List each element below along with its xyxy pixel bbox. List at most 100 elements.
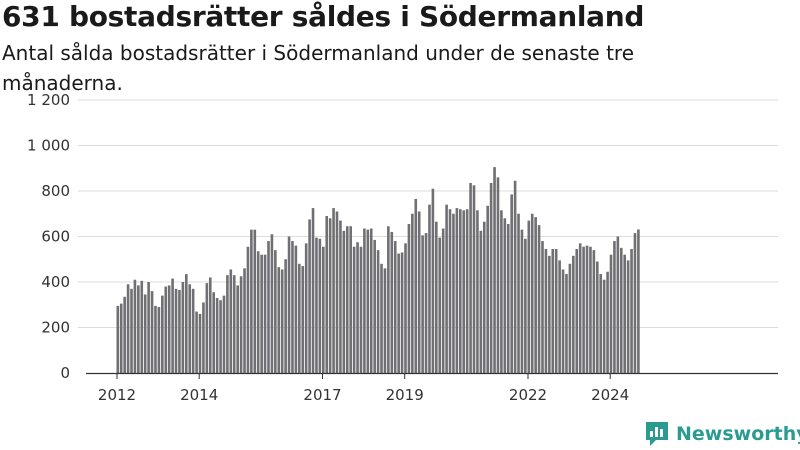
bar [195, 311, 198, 373]
x-tick-label: 2017 [303, 386, 341, 404]
bar [404, 243, 407, 373]
bar [174, 288, 178, 373]
y-tick-label: 1 200 [27, 91, 70, 109]
bar [380, 263, 383, 373]
bar [208, 277, 212, 373]
bar [274, 250, 277, 373]
bar [510, 194, 513, 373]
bar [582, 246, 585, 373]
bar [335, 211, 339, 373]
bar [277, 267, 281, 373]
bar [339, 220, 342, 373]
bar [304, 243, 308, 373]
bar [575, 249, 579, 373]
bar [322, 246, 325, 373]
bar [250, 229, 253, 373]
bar [637, 229, 640, 373]
bar [441, 228, 445, 373]
bar [133, 279, 137, 373]
bar [500, 210, 503, 373]
bar [298, 263, 301, 373]
bar [606, 271, 609, 373]
bar [428, 204, 431, 373]
y-axis-ticks: 0 200 400 600 800 1 000 1 200 [27, 91, 70, 382]
bar [417, 211, 421, 373]
bar [459, 209, 462, 373]
bar [229, 269, 233, 373]
brand-name: Newsworthy [676, 423, 800, 445]
bar [345, 226, 349, 373]
bar [315, 237, 318, 373]
bar [548, 255, 551, 373]
bar [609, 254, 613, 373]
bar [287, 236, 291, 373]
bar [561, 269, 565, 373]
bar [167, 285, 171, 373]
x-tick-label: 2012 [98, 386, 136, 404]
bar [506, 223, 510, 373]
latest-value-label: 631 [633, 0, 664, 4]
bar [356, 242, 359, 373]
bar [253, 229, 257, 373]
bar [448, 209, 452, 373]
bar [318, 238, 322, 373]
bar [554, 249, 558, 373]
bar [342, 230, 346, 373]
bar [438, 237, 442, 373]
bar [181, 282, 185, 373]
bar [243, 268, 246, 373]
bar [215, 297, 219, 373]
bar [613, 241, 616, 373]
bar [119, 303, 123, 373]
bar [424, 233, 428, 373]
bar [479, 230, 483, 373]
bar [602, 279, 606, 373]
bar [188, 284, 192, 373]
bar [462, 210, 466, 373]
bar [411, 213, 414, 373]
bar [630, 249, 633, 373]
bar [246, 246, 250, 373]
bar [332, 208, 335, 373]
bar [280, 269, 284, 373]
bar [143, 294, 147, 373]
bar [393, 241, 397, 373]
bar [308, 219, 311, 373]
bar [157, 307, 161, 373]
bar [565, 274, 568, 373]
newsworthy-logo[interactable]: Newsworthy [644, 419, 800, 449]
bar [198, 313, 202, 373]
bar [585, 245, 589, 373]
bar [161, 295, 164, 373]
bar [527, 220, 531, 373]
bar [431, 188, 435, 373]
bar [212, 292, 215, 373]
bar [537, 225, 541, 374]
bar [619, 247, 623, 374]
bar [126, 284, 130, 373]
bar [219, 300, 222, 373]
newsworthy-logo-icon [646, 422, 668, 446]
bar [123, 296, 126, 373]
bar [414, 198, 418, 373]
bar [517, 213, 520, 373]
bar [476, 210, 479, 373]
bar [596, 261, 599, 373]
bar [407, 223, 411, 373]
bar [534, 217, 537, 373]
bar [352, 246, 356, 373]
bar [626, 260, 630, 373]
bar [496, 177, 500, 373]
x-axis: 2012 2014 2017 2019 2022 2024 [86, 372, 778, 404]
bar [256, 251, 260, 373]
bar [349, 226, 352, 373]
bar [489, 183, 493, 373]
chart-subtitle: Antal sålda bostadsrätter i Södermanland… [2, 41, 634, 95]
y-tick-label: 200 [41, 319, 70, 337]
y-tick-label: 400 [41, 273, 70, 291]
bar [387, 226, 390, 373]
bar [236, 285, 239, 373]
bar [185, 274, 188, 373]
bar [589, 246, 592, 373]
bar [359, 246, 363, 373]
